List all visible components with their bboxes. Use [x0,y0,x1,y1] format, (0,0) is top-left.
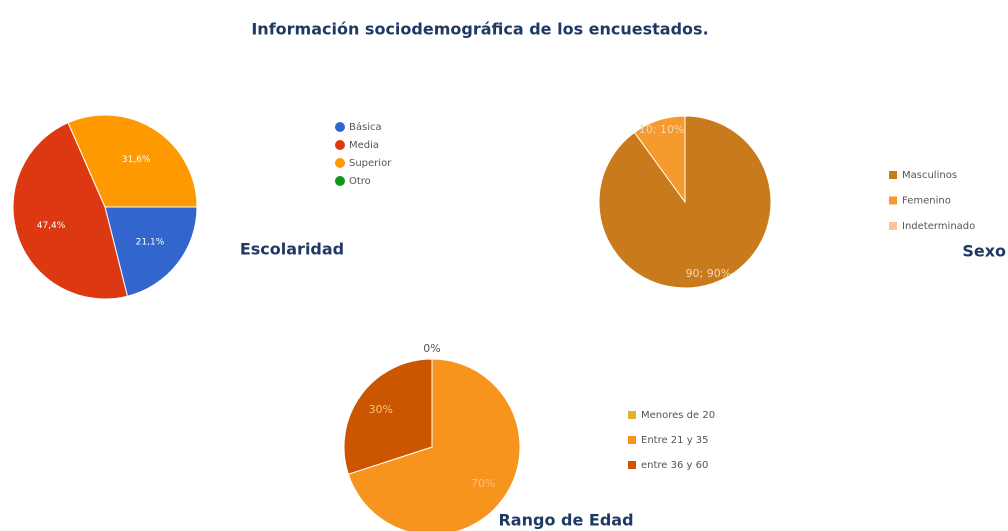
chart-title: Sexo [962,242,1006,261]
legend-label: Básica [349,121,382,133]
legend-swatch [335,158,345,168]
legend-label: Media [349,140,379,151]
legend-label: Masculinos [902,170,957,181]
pie-slice [67,114,198,208]
pie-slice [12,122,129,300]
legend-swatch [628,411,636,419]
pie-slice [347,358,521,531]
chart-title: Rango de Edad [498,511,633,530]
legend-swatch [335,140,345,150]
legend-label: Femenino [902,196,951,207]
legend-swatch [335,176,345,186]
legend-label: Superior [349,158,392,169]
legend-swatch [889,171,897,179]
data-label: 90; 90% [686,267,732,280]
data-label: 47,4% [37,221,66,231]
data-label: 21,1% [136,238,165,248]
legend-swatch [335,122,345,132]
data-label: 10; 10% [639,123,685,136]
chart-title: Escolaridad [240,240,344,259]
legend-label: Indeterminado [902,221,975,232]
page-title: Información sociodemográfica de los encu… [251,20,708,39]
legend-swatch [628,436,636,444]
data-label: 30% [369,403,393,416]
data-label: 31,6% [122,155,151,165]
data-label: 70% [471,477,495,490]
pie-slice [343,358,433,475]
legend-swatch [889,222,897,230]
legend-label: entre 36 y 60 [641,460,708,471]
legend-swatch [889,196,897,205]
legend-swatch [628,461,636,469]
legend-label: Entre 21 y 35 [641,435,709,446]
legend-label: Otro [349,176,371,187]
legend-label: Menores de 20 [641,410,715,421]
pie-slice [104,206,198,297]
data-label: 0% [423,342,440,355]
